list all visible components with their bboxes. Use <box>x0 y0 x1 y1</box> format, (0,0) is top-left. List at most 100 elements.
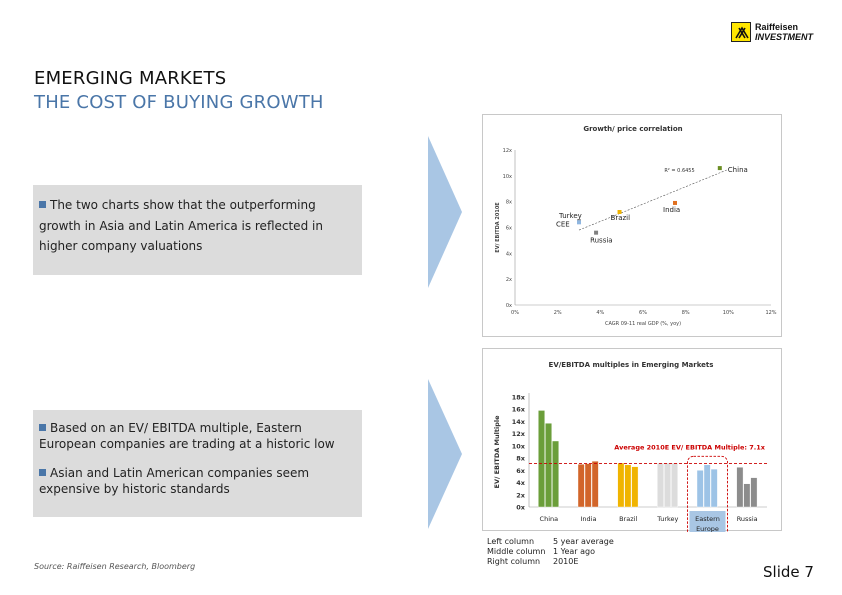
scatter-point <box>594 230 599 235</box>
arrow-right-icon <box>428 379 462 529</box>
scatter-point <box>717 166 722 171</box>
y-tick-label: 6x <box>516 467 526 475</box>
bullet-square-icon <box>39 469 46 476</box>
bullet-item: Asian and Latin American companies seem … <box>39 465 361 497</box>
scatter-point <box>673 200 677 205</box>
x-tick-label: 2% <box>554 310 562 316</box>
bar <box>631 466 639 508</box>
bullet-square-icon <box>39 201 46 208</box>
y-tick-label: 4x <box>506 251 512 257</box>
scatter-chart-panel: Growth/ price correlation 0x 2x 4x 6x 8x 10x 12… <box>482 114 782 337</box>
y-axis-label: EV/ EBITDA 2010E <box>495 202 501 253</box>
bar <box>703 464 711 508</box>
bar <box>545 423 552 508</box>
y-tick-label: 2x <box>516 491 526 499</box>
scatter-chart: Growth/ price correlation 0x 2x 4x 6x 8x 10x 12… <box>495 125 777 327</box>
y-tick-label: 16x <box>512 406 526 414</box>
point-label: CEE <box>556 220 570 228</box>
y-tick-label: 14x <box>512 418 526 426</box>
bullet-text: Based on an EV/ EBITDA multiple, Eastern… <box>39 421 335 451</box>
bar <box>750 477 758 508</box>
point-label: Brazil <box>611 214 631 222</box>
highlight-box <box>687 455 728 544</box>
page-title: EMERGING MARKETS <box>34 68 227 89</box>
category-label: Russia <box>737 515 758 523</box>
bar <box>657 462 664 508</box>
highlight-label-bg <box>689 511 726 535</box>
column-legend: Left column 5 year average Middle column 1… <box>487 537 614 567</box>
category-label: Europe <box>696 525 719 532</box>
x-tick-label: 12% <box>765 310 776 316</box>
point-label: China <box>728 166 748 174</box>
arrow-right-icon <box>428 136 462 288</box>
bullet-item: Based on an EV/ EBITDA multiple, Eastern… <box>39 420 361 452</box>
bullet-item: The two charts show that the outperformi… <box>39 195 361 257</box>
y-tick-label: 8x <box>516 455 526 463</box>
y-tick-label: 8x <box>506 200 512 206</box>
bar <box>736 467 744 508</box>
bar <box>552 440 559 508</box>
trendline <box>578 169 729 231</box>
bar <box>710 468 718 508</box>
y-tick-label: 6x <box>506 226 512 232</box>
legend-value: 1 Year ago <box>553 547 595 556</box>
point-label: Turkey <box>558 212 582 220</box>
bar <box>696 470 704 508</box>
bar <box>577 464 585 508</box>
category-label: Eastern <box>695 515 720 523</box>
y-tick-label: 0x <box>506 303 512 309</box>
legend-value: 5 year average <box>553 537 614 546</box>
brand-name: Raiffeisen <box>755 22 799 32</box>
x-tick-label: 4% <box>596 310 604 316</box>
average-line-label: Average 2010E EV/ EBITDA Multiple: 7.1x <box>614 444 766 452</box>
page-subtitle: THE COST OF BUYING GROWTH <box>34 92 324 113</box>
bar <box>584 463 592 508</box>
y-tick-label: 18x <box>512 394 526 402</box>
raiffeisen-cross-icon <box>731 22 751 42</box>
bar <box>664 462 671 508</box>
bullet-text: Asian and Latin American companies seem … <box>39 466 310 496</box>
y-tick-label: 12x <box>512 430 526 438</box>
category-label: Brazil <box>619 515 637 523</box>
legend-row: Right column 2010E <box>487 557 614 567</box>
x-tick-label: 8% <box>682 310 690 316</box>
slide-number: Slide 7 <box>763 563 814 581</box>
source-note: Source: Raiffeisen Research, Bloomberg <box>34 562 196 571</box>
bullet-square-icon <box>39 424 46 431</box>
bar <box>671 462 678 508</box>
x-axis-label: CAGR 09-11 real GDP (%, yoy) <box>605 321 681 327</box>
r-squared-annotation: R² = 0.6455 <box>664 168 694 174</box>
text-panel-top: The two charts show that the outperformi… <box>33 185 362 275</box>
chart-title: EV/EBITDA multiples in Emerging Markets <box>549 361 714 369</box>
y-tick-label: 4x <box>516 479 526 487</box>
bullet-text: The two charts show that the outperformi… <box>39 198 323 253</box>
legend-key: Right column <box>487 557 541 566</box>
category-label: Turkey <box>656 515 678 523</box>
scatter-point <box>617 210 622 214</box>
bar <box>538 410 545 508</box>
category-label: China <box>540 515 559 523</box>
bar-chart: EV/EBITDA multiples in Emerging Markets E… <box>493 361 767 544</box>
x-tick-label: 0% <box>511 310 519 316</box>
x-tick-label: 6% <box>639 310 647 316</box>
chart-title: Growth/ price correlation <box>583 125 682 133</box>
brand-subtitle: INVESTMENT <box>755 32 814 42</box>
y-tick-label: 0x <box>516 504 526 512</box>
bar <box>591 460 599 508</box>
scatter-point <box>577 220 581 225</box>
legend-row: Middle column 1 Year ago <box>487 547 614 557</box>
bar <box>743 483 751 508</box>
y-tick-label: 10x <box>512 442 526 450</box>
point-label: India <box>663 206 680 214</box>
brand-logo: Raiffeisen INVESTMENT <box>731 20 823 46</box>
y-tick-label: 12x <box>503 148 512 154</box>
bar-chart-panel: EV/EBITDA multiples in Emerging Markets E… <box>482 348 782 544</box>
bar <box>624 464 632 508</box>
bar <box>617 462 625 508</box>
y-axis-label: EV/ EBITDA Multiple <box>493 415 501 489</box>
legend-row: Left column 5 year average <box>487 537 614 547</box>
point-label: Russia <box>590 237 613 245</box>
legend-key: Left column <box>487 537 535 546</box>
legend-value: 2010E <box>553 557 579 566</box>
